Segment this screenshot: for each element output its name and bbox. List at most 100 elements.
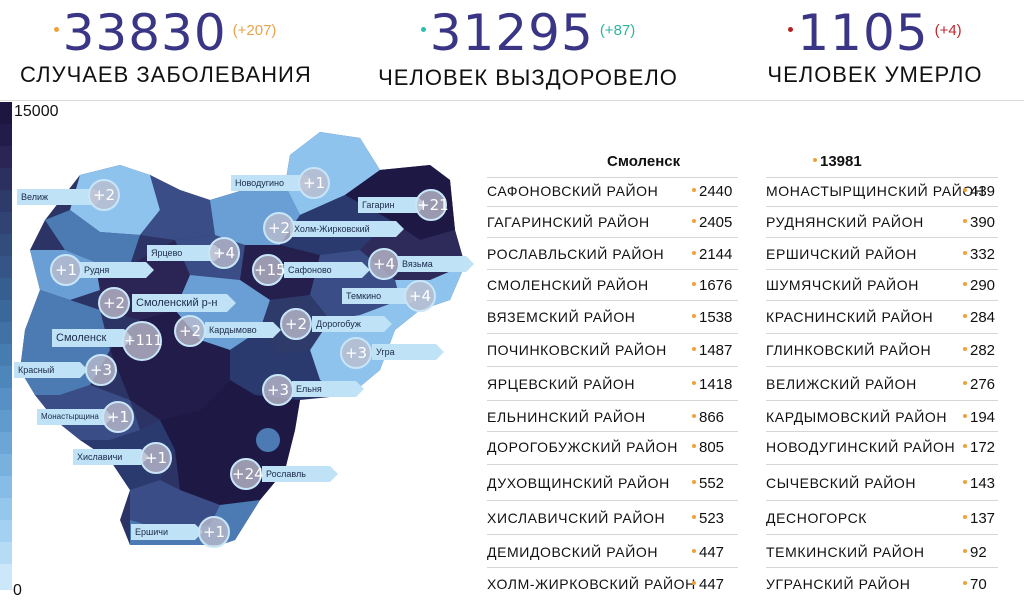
table-row-left-value: 805 <box>692 439 724 456</box>
recovered-dot-icon <box>420 26 426 32</box>
table-row-left-value: 2144 <box>692 246 732 263</box>
district-kholm-bubble: +2 <box>263 212 295 244</box>
table-row-divider <box>766 464 998 465</box>
table-row-divider <box>487 366 738 367</box>
table-row-divider <box>487 333 738 334</box>
table-row-right-name: МОНАСТЫРЩИНСКИЙ РАЙОН <box>766 183 985 199</box>
district-novodugino-label: Новодугино <box>231 175 315 191</box>
table-row-divider <box>487 431 738 432</box>
value-dot-icon <box>963 381 967 386</box>
district-roslavl-bubble: +24 <box>230 458 264 490</box>
deaths-delta: (+4) <box>934 22 962 39</box>
cases-label: СЛУЧАЕВ ЗАБОЛЕВАНИЯ <box>20 62 312 87</box>
value-dot-icon <box>692 219 696 224</box>
district-safonovo-bubble: +15 <box>252 254 286 286</box>
value-dot-icon <box>692 480 696 485</box>
district-monastyrshchina-label: Монастырщина <box>37 409 113 425</box>
table-row-left-value: 2405 <box>692 214 732 231</box>
deaths-stat: 1105 (+4) ЧЕЛОВЕК УМЕРЛО <box>756 0 994 100</box>
cases-stat: 33830 (+207) СЛУЧАЕВ ЗАБОЛЕВАНИЯ <box>20 0 312 100</box>
value-dot-icon <box>963 251 967 256</box>
table-row-left-value: 866 <box>692 409 724 426</box>
value-dot-icon <box>963 188 967 193</box>
table-row-left-value: 1418 <box>692 376 732 393</box>
table-row-divider <box>766 431 998 432</box>
value-dot-icon <box>963 515 967 520</box>
table-row-divider <box>487 206 738 207</box>
table-row-left-name: СМОЛЕНСКИЙ РАЙОН <box>487 277 649 293</box>
recovered-delta: (+87) <box>599 22 636 39</box>
table-row-right-value: 194 <box>963 409 995 426</box>
value-dot-icon <box>963 480 967 485</box>
district-monastyrshchina-bubble: +1 <box>102 401 134 433</box>
table-row-right-value: 92 <box>963 544 987 561</box>
table-row-right-name: НОВОДУГИНСКИЙ РАЙОН <box>766 439 956 455</box>
header-divider <box>0 100 1024 101</box>
value-dot-icon <box>963 581 967 586</box>
table-row-left-name: ХОЛМ-ЖИРКОВСКИЙ РАЙОН <box>487 576 696 592</box>
region-shumyachi <box>130 480 220 530</box>
table-row-divider <box>766 567 998 568</box>
table-row-divider <box>487 464 738 465</box>
table-row-right-name: ШУМЯЧСКИЙ РАЙОН <box>766 277 919 293</box>
table-row-divider <box>766 237 998 238</box>
district-rudnya-label: Рудня <box>80 262 154 278</box>
table-row-right-name: ГЛИНКОВСКИЙ РАЙОН <box>766 342 932 358</box>
value-dot-icon <box>692 282 696 287</box>
value-dot-icon <box>813 158 817 163</box>
district-yelnya-bubble: +3 <box>262 374 294 406</box>
table-header-value: 13981 <box>813 153 862 170</box>
district-yelnya-label: Ельня <box>292 381 364 397</box>
table-row-right-value: 70 <box>963 576 987 593</box>
table-row-left-value: 447 <box>692 576 724 593</box>
table-row-divider <box>487 269 738 270</box>
table-row-left-value: 552 <box>692 475 724 492</box>
table-row-left-name: ДЕМИДОВСКИЙ РАЙОН <box>487 544 659 560</box>
table-row-right-name: ЕРШИЧСКИЙ РАЙОН <box>766 246 917 262</box>
table-row-left-name: САФОНОВСКИЙ РАЙОН <box>487 183 659 199</box>
table-row-right-name: РУДНЯНСКИЙ РАЙОН <box>766 214 924 230</box>
value-dot-icon <box>692 314 696 319</box>
table-row-divider <box>766 300 998 301</box>
district-velizh-bubble: +2 <box>88 179 120 211</box>
district-smolensk-label: Смоленск <box>52 329 133 347</box>
region-dukhovshchina <box>140 175 215 240</box>
table-header-divider <box>487 177 738 178</box>
value-dot-icon <box>692 188 696 193</box>
table-row-right-name: ДЕСНОГОРСК <box>766 510 868 526</box>
table-row-right-name: ВЕЛИЖСКИЙ РАЙОН <box>766 376 917 392</box>
value-dot-icon <box>963 282 967 287</box>
district-yershichi-bubble: +1 <box>198 516 230 548</box>
district-smolensky-bubble: +2 <box>98 287 130 319</box>
value-dot-icon <box>692 347 696 352</box>
table-row-right-value: 282 <box>963 342 995 359</box>
district-kardymovo-label: Кардымово <box>205 322 281 338</box>
table-row-left-name: ЕЛЬНИНСКИЙ РАЙОН <box>487 409 646 425</box>
district-dorogobuzh-label: Дорогобуж <box>312 316 392 332</box>
district-smolensky-label: Смоленский р-н <box>132 294 236 312</box>
district-ugra-label: Угра <box>372 344 444 360</box>
table-row-divider <box>487 237 738 238</box>
table-row-left-value: 1676 <box>692 277 732 294</box>
district-velizh-label: Велиж <box>17 189 103 205</box>
table-row-left-name: ПОЧИНКОВСКИЙ РАЙОН <box>487 342 667 358</box>
table-row-right-name: КАРДЫМОВСКИЙ РАЙОН <box>766 409 948 425</box>
district-rudnya-bubble: +1 <box>50 254 82 286</box>
district-yartsevo-label: Ярцево <box>147 245 223 261</box>
district-temkino-bubble: +4 <box>404 280 436 312</box>
district-smolensk-bubble: +111 <box>122 321 162 361</box>
table-row-divider <box>766 366 998 367</box>
table-row-right-name: УГРАНСКИЙ РАЙОН <box>766 576 911 592</box>
district-gagarin-bubble: +21 <box>415 189 449 221</box>
district-khislavichi-bubble: +1 <box>140 442 172 474</box>
table-row-right-value: 284 <box>963 309 995 326</box>
table-header-city: Смоленск <box>607 153 681 170</box>
value-dot-icon <box>963 219 967 224</box>
deaths-dot-icon <box>788 26 794 32</box>
value-dot-icon <box>692 515 696 520</box>
table-row-right-value: 172 <box>963 439 995 456</box>
table-row-divider <box>766 500 998 501</box>
table-row-right-value: 439 <box>963 183 995 200</box>
district-temkino-label: Темкино <box>342 288 418 304</box>
table-row-right-value: 143 <box>963 475 995 492</box>
